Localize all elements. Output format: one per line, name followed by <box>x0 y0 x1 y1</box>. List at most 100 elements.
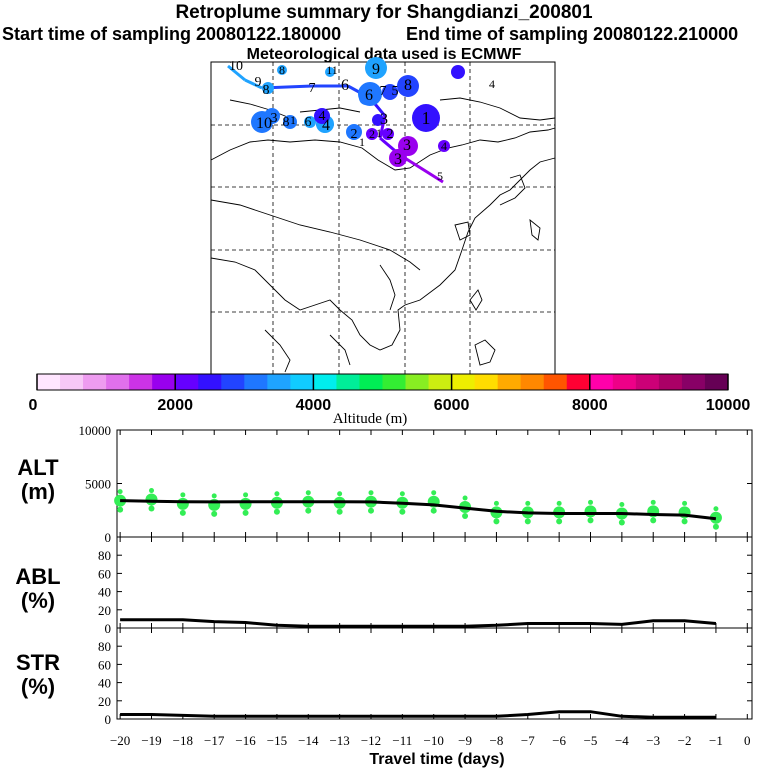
trajectory-day-label: 6 <box>365 87 373 104</box>
alt-scatter-point <box>556 500 562 506</box>
alt-scatter-point <box>650 517 657 524</box>
plume-circle <box>382 128 394 140</box>
alt-scatter-point <box>305 507 312 514</box>
alt-scatter-point <box>336 508 343 515</box>
abl-series-line <box>120 618 717 628</box>
x-axis-title: Travel time (days) <box>369 751 504 768</box>
plume-circle <box>314 108 330 124</box>
colorbar-swatch <box>474 374 499 390</box>
alt-scatter-point <box>368 507 374 514</box>
x-tick-label: −10 <box>424 733 444 748</box>
alt-scatter-point <box>117 489 123 495</box>
trajectory-day-label: 7 <box>309 81 316 96</box>
plume-circle <box>346 124 362 140</box>
trajectory-day-label: 4 <box>441 139 447 153</box>
trajectory-day-label: 10 <box>256 115 272 132</box>
plume-circle <box>438 140 450 152</box>
x-tick-label: −2 <box>678 733 692 748</box>
alt-scatter-point <box>430 507 437 514</box>
panel-frame <box>116 536 753 629</box>
trajectory-segment <box>244 78 263 90</box>
colorbar-swatch <box>267 374 291 390</box>
x-tick-label: −19 <box>141 733 161 748</box>
alt-scatter-point <box>681 518 688 525</box>
colorbar-tick-label: 6000 <box>434 397 470 414</box>
colorbar-swatch <box>37 374 61 390</box>
trajectory-day-label: 3 <box>380 111 388 128</box>
alt-scatter-point <box>584 505 597 518</box>
trajectory-day-label: 2 <box>387 127 394 142</box>
trajectory-day-label: 5 <box>392 84 399 99</box>
x-tick-label: −7 <box>521 733 535 748</box>
alt-scatter-point <box>239 497 252 510</box>
x-tick-label: −12 <box>361 733 381 748</box>
trajectory-day-label: 8 <box>404 77 412 94</box>
trajectory-day-label: 1 <box>376 126 382 140</box>
plume-circle <box>264 108 280 124</box>
colorbar-swatch <box>681 374 706 390</box>
alt-scatter-point <box>462 495 468 501</box>
colorbar-swatch <box>520 374 545 390</box>
colorbar-swatch <box>313 374 337 390</box>
x-tick-label: −4 <box>615 733 629 748</box>
x-tick-label: −9 <box>458 733 472 748</box>
alt-scatter-point <box>274 491 280 497</box>
y-tick-label: 40 <box>98 676 111 691</box>
plume-circle <box>325 67 335 77</box>
y-tick-label: 20 <box>98 603 111 618</box>
colorbar-swatch <box>244 374 268 390</box>
trajectory-day-label: 7 <box>380 84 387 99</box>
alt-scatter-point <box>180 492 186 498</box>
trajectory-day-label: 6 <box>305 115 312 130</box>
colorbar-swatch <box>382 374 406 390</box>
plume-circle <box>389 149 407 167</box>
colorbar-swatch <box>612 374 637 390</box>
plume-circle <box>366 128 378 140</box>
colorbar-swatch <box>175 374 199 390</box>
colorbar-swatch <box>129 374 153 390</box>
alt-scatter-point <box>179 509 186 516</box>
y-tick-label: 0 <box>105 530 112 545</box>
trajectory-segment <box>378 115 387 139</box>
trajectory-day-label: 8 <box>283 115 290 130</box>
alt-scatter-point <box>145 493 158 506</box>
y-tick-label: 10000 <box>79 423 112 438</box>
colorbar-swatch <box>336 374 360 390</box>
trajectory-day-label: 9 <box>372 61 380 78</box>
alt-scatter-point <box>273 508 280 515</box>
trajectory-day-label: 1 <box>359 135 365 149</box>
alt-scatter-point <box>713 506 719 512</box>
alt-scatter-point <box>588 499 594 505</box>
colorbar-swatch <box>106 374 130 390</box>
plume-circle <box>365 57 387 79</box>
colorbar-tick-label: 4000 <box>296 397 332 414</box>
plume-circle <box>283 115 297 129</box>
met-data-label: Meteorological data used is ECMWF <box>246 46 522 63</box>
alt-scatter-point <box>243 492 249 498</box>
x-tick-label: −1 <box>709 733 723 748</box>
trajectory-day-label: 4 <box>322 117 330 134</box>
colorbar-swatch <box>589 374 614 390</box>
y-tick-label: 5000 <box>85 477 111 492</box>
y-tick-label: 0 <box>105 621 112 636</box>
x-tick-label: −17 <box>204 733 225 748</box>
y-tick-label: 0 <box>105 712 112 727</box>
plume-circle <box>451 65 465 79</box>
panel-frame <box>116 627 753 720</box>
alt-scatter-point <box>556 518 563 525</box>
trajectory-day-label: 3 <box>271 111 278 126</box>
alt-scatter-point <box>368 490 374 496</box>
alt-scatter-point <box>337 491 343 497</box>
alt-scatter-point <box>682 500 688 506</box>
x-tick-label: −8 <box>490 733 504 748</box>
trajectory-day-label: 11 <box>326 63 338 77</box>
x-tick-label: −5 <box>584 733 598 748</box>
trajectory-segment <box>399 153 444 184</box>
alt-scatter-point <box>176 497 189 510</box>
altitude-colorbar: 0 2000 4000 6000 8000 10000 <box>29 373 750 414</box>
colorbar-swatch <box>290 374 314 390</box>
colorbar-swatch <box>405 374 429 390</box>
alt-scatter-point <box>431 490 437 496</box>
